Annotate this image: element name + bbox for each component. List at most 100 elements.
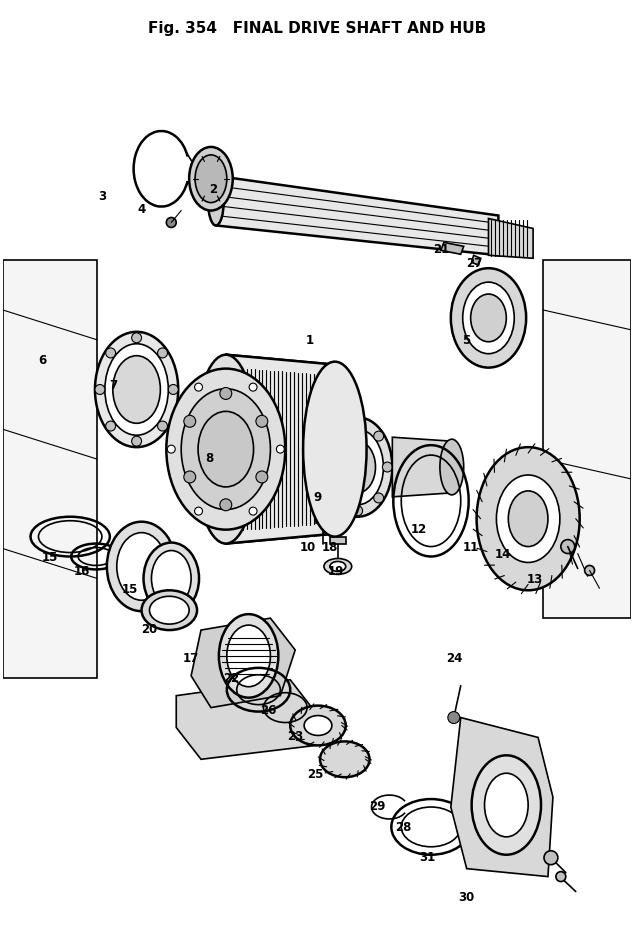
Polygon shape: [191, 618, 295, 708]
Ellipse shape: [152, 551, 191, 607]
Text: 16: 16: [74, 565, 90, 578]
Text: 20: 20: [141, 622, 158, 635]
Polygon shape: [472, 256, 481, 266]
Ellipse shape: [373, 431, 384, 442]
Polygon shape: [488, 219, 533, 259]
Ellipse shape: [340, 442, 375, 494]
Text: 28: 28: [395, 820, 411, 834]
Ellipse shape: [208, 177, 224, 227]
Text: 31: 31: [419, 851, 435, 864]
Ellipse shape: [561, 540, 575, 554]
Ellipse shape: [168, 385, 178, 395]
Ellipse shape: [484, 773, 528, 837]
Ellipse shape: [451, 269, 526, 368]
Ellipse shape: [249, 384, 257, 392]
Ellipse shape: [256, 416, 268, 428]
Text: 2: 2: [209, 183, 217, 196]
Ellipse shape: [304, 716, 332, 735]
Ellipse shape: [194, 355, 257, 544]
Text: 30: 30: [458, 890, 475, 903]
Polygon shape: [176, 680, 318, 760]
Ellipse shape: [332, 494, 342, 503]
Polygon shape: [330, 537, 346, 544]
Polygon shape: [543, 261, 631, 618]
Polygon shape: [3, 261, 97, 678]
Ellipse shape: [508, 492, 548, 547]
Polygon shape: [441, 244, 463, 255]
Ellipse shape: [195, 508, 202, 515]
Ellipse shape: [198, 412, 254, 487]
Ellipse shape: [353, 506, 363, 516]
Text: 11: 11: [463, 541, 479, 553]
Ellipse shape: [132, 437, 141, 447]
Text: 1: 1: [306, 334, 314, 346]
Ellipse shape: [330, 562, 346, 572]
Ellipse shape: [463, 283, 514, 354]
Ellipse shape: [290, 706, 346, 746]
Text: 22: 22: [223, 671, 239, 684]
Ellipse shape: [323, 418, 392, 517]
Ellipse shape: [353, 419, 363, 429]
Ellipse shape: [106, 422, 115, 431]
Ellipse shape: [166, 369, 285, 531]
Polygon shape: [392, 438, 452, 497]
Text: 13: 13: [527, 572, 543, 585]
Ellipse shape: [220, 388, 232, 400]
Ellipse shape: [158, 348, 167, 359]
Ellipse shape: [181, 389, 271, 510]
Text: 15: 15: [42, 550, 58, 564]
Ellipse shape: [332, 430, 384, 505]
Ellipse shape: [472, 755, 541, 855]
Ellipse shape: [556, 871, 566, 882]
Text: 14: 14: [495, 548, 512, 561]
Text: Fig. 354   FINAL DRIVE SHAFT AND HUB: Fig. 354 FINAL DRIVE SHAFT AND HUB: [148, 21, 486, 36]
Ellipse shape: [249, 508, 257, 515]
Text: 17: 17: [183, 651, 199, 665]
Polygon shape: [316, 517, 330, 523]
Ellipse shape: [195, 156, 227, 203]
Text: 15: 15: [122, 582, 138, 595]
Text: 12: 12: [411, 523, 427, 535]
Text: 25: 25: [307, 767, 323, 780]
Text: 27: 27: [467, 257, 482, 269]
Text: 4: 4: [138, 203, 146, 216]
Text: 18: 18: [321, 541, 338, 553]
Ellipse shape: [158, 422, 167, 431]
Text: 29: 29: [369, 799, 385, 812]
Polygon shape: [216, 177, 498, 256]
Ellipse shape: [585, 565, 595, 576]
Ellipse shape: [448, 712, 460, 724]
Ellipse shape: [324, 559, 352, 575]
Text: 7: 7: [110, 379, 118, 392]
Ellipse shape: [276, 446, 284, 454]
Ellipse shape: [256, 471, 268, 483]
Ellipse shape: [382, 463, 392, 473]
Ellipse shape: [107, 522, 176, 612]
Text: 8: 8: [205, 451, 213, 464]
Text: 21: 21: [433, 243, 449, 256]
Ellipse shape: [95, 332, 178, 447]
Text: 3: 3: [98, 190, 106, 203]
Ellipse shape: [227, 626, 271, 687]
Ellipse shape: [132, 333, 141, 344]
Ellipse shape: [95, 385, 105, 395]
Ellipse shape: [544, 851, 558, 865]
Polygon shape: [226, 355, 335, 544]
Ellipse shape: [323, 463, 333, 473]
Text: 5: 5: [463, 334, 471, 346]
Text: 24: 24: [446, 651, 463, 665]
Ellipse shape: [220, 499, 232, 512]
Ellipse shape: [332, 431, 342, 442]
Ellipse shape: [195, 384, 202, 392]
Ellipse shape: [470, 295, 507, 343]
Ellipse shape: [303, 362, 366, 537]
Text: 6: 6: [38, 354, 46, 367]
Ellipse shape: [184, 471, 196, 483]
Ellipse shape: [113, 356, 160, 424]
Text: 10: 10: [300, 541, 316, 553]
Ellipse shape: [496, 476, 560, 563]
Ellipse shape: [141, 591, 197, 631]
Text: 19: 19: [328, 565, 344, 578]
Ellipse shape: [143, 543, 199, 615]
Ellipse shape: [189, 148, 233, 211]
